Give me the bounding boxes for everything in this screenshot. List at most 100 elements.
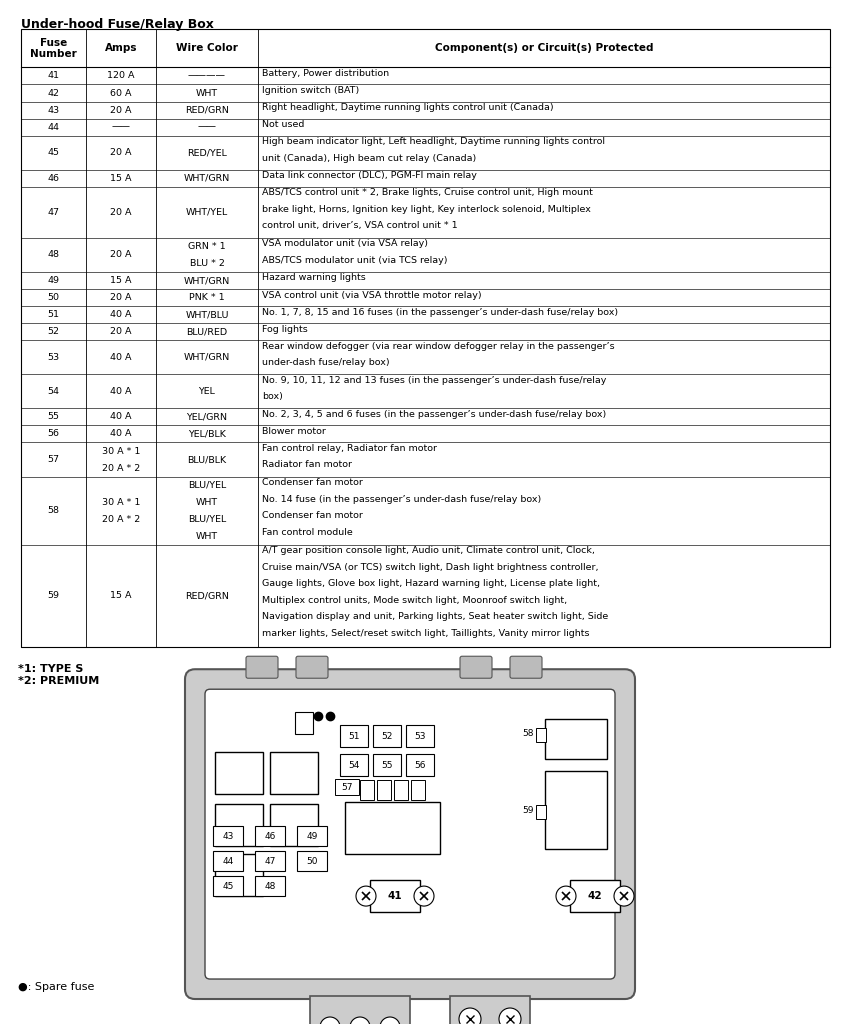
Text: 120 A: 120 A — [107, 72, 135, 81]
Text: 46: 46 — [265, 831, 276, 841]
Text: 43: 43 — [222, 831, 234, 841]
Bar — [370, 880, 420, 912]
Text: 58: 58 — [523, 729, 534, 737]
Bar — [213, 877, 243, 896]
Bar — [570, 880, 620, 912]
Text: 49: 49 — [48, 276, 60, 285]
Text: Fog lights: Fog lights — [262, 325, 308, 334]
Text: Right headlight, Daytime running lights control unit (Canada): Right headlight, Daytime running lights … — [262, 103, 554, 112]
Text: 30 A * 1: 30 A * 1 — [102, 498, 140, 507]
Text: Cruise main/VSA (or TCS) switch light, Dash light brightness controller,: Cruise main/VSA (or TCS) switch light, D… — [262, 563, 598, 571]
Text: *2: PREMIUM: *2: PREMIUM — [18, 676, 100, 686]
Bar — [255, 826, 285, 846]
Text: BLU/RED: BLU/RED — [186, 328, 227, 336]
Circle shape — [356, 886, 376, 906]
Circle shape — [556, 886, 576, 906]
Bar — [377, 780, 391, 800]
Text: ——: —— — [197, 123, 216, 132]
Bar — [340, 725, 368, 748]
Text: 45: 45 — [48, 148, 60, 158]
Bar — [373, 725, 401, 748]
Text: ABS/TCS control unit * 2, Brake lights, Cruise control unit, High mount: ABS/TCS control unit * 2, Brake lights, … — [262, 188, 593, 198]
Text: 40 A: 40 A — [111, 387, 132, 396]
FancyBboxPatch shape — [460, 656, 492, 678]
Bar — [345, 802, 440, 854]
FancyBboxPatch shape — [296, 656, 328, 678]
Bar — [215, 854, 263, 896]
Text: 54: 54 — [48, 387, 60, 396]
Text: Component(s) or Circuit(s) Protected: Component(s) or Circuit(s) Protected — [435, 43, 654, 53]
Text: 54: 54 — [348, 761, 360, 770]
FancyBboxPatch shape — [185, 670, 635, 999]
Text: brake light, Horns, Ignition key light, Key interlock solenoid, Multiplex: brake light, Horns, Ignition key light, … — [262, 205, 591, 214]
Text: WHT/BLU: WHT/BLU — [186, 310, 229, 319]
Bar — [270, 804, 318, 846]
Text: VSA control unit (via VSA throttle motor relay): VSA control unit (via VSA throttle motor… — [262, 291, 482, 300]
Text: 60 A: 60 A — [111, 88, 132, 97]
Text: Condenser fan motor: Condenser fan motor — [262, 478, 363, 487]
Text: ————: ———— — [188, 72, 226, 81]
Text: WHT/GRN: WHT/GRN — [184, 352, 230, 361]
Text: 15 A: 15 A — [111, 174, 132, 182]
Text: WHT/GRN: WHT/GRN — [184, 276, 230, 285]
Bar — [297, 826, 327, 846]
Text: 45: 45 — [222, 882, 234, 891]
Text: 56: 56 — [414, 761, 426, 770]
Text: Battery, Power distribution: Battery, Power distribution — [262, 69, 389, 78]
Text: WHT/GRN: WHT/GRN — [184, 174, 230, 182]
Text: Data link connector (DLC), PGM-FI main relay: Data link connector (DLC), PGM-FI main r… — [262, 171, 477, 180]
Text: 41: 41 — [48, 72, 60, 81]
Text: Gauge lights, Glove box light, Hazard warning light, License plate light,: Gauge lights, Glove box light, Hazard wa… — [262, 580, 600, 589]
Circle shape — [459, 1008, 481, 1024]
Text: 42: 42 — [588, 891, 603, 901]
Text: YEL/GRN: YEL/GRN — [186, 413, 227, 422]
Bar — [406, 754, 434, 776]
Text: BLU/YEL: BLU/YEL — [188, 480, 226, 489]
Text: 58: 58 — [48, 506, 60, 515]
Text: No. 2, 3, 4, 5 and 6 fuses (in the passenger’s under-dash fuse/relay box): No. 2, 3, 4, 5 and 6 fuses (in the passe… — [262, 410, 607, 419]
Text: Amps: Amps — [105, 43, 137, 53]
Text: 30 A * 1: 30 A * 1 — [102, 446, 140, 456]
Bar — [411, 780, 425, 800]
Bar — [373, 754, 401, 776]
Circle shape — [499, 1008, 521, 1024]
Bar — [213, 851, 243, 871]
Text: 20 A: 20 A — [111, 293, 132, 302]
Text: 55: 55 — [48, 413, 60, 422]
Text: 52: 52 — [48, 328, 60, 336]
Text: Condenser fan motor: Condenser fan motor — [262, 511, 363, 520]
Text: ABS/TCS modulator unit (via TCS relay): ABS/TCS modulator unit (via TCS relay) — [262, 256, 448, 265]
FancyBboxPatch shape — [246, 656, 278, 678]
Circle shape — [614, 886, 634, 906]
Bar — [545, 771, 607, 849]
Text: BLU/YEL: BLU/YEL — [188, 515, 226, 523]
Text: Rear window defogger (via rear window defogger relay in the passenger’s: Rear window defogger (via rear window de… — [262, 342, 614, 350]
Text: 47: 47 — [48, 208, 60, 217]
Text: 44: 44 — [222, 857, 234, 865]
Text: marker lights, Select/reset switch light, Taillights, Vanity mirror lights: marker lights, Select/reset switch light… — [262, 629, 590, 638]
Text: 40 A: 40 A — [111, 413, 132, 422]
Text: Under-hood Fuse/Relay Box: Under-hood Fuse/Relay Box — [21, 18, 214, 32]
Text: High beam indicator light, Left headlight, Daytime running lights control: High beam indicator light, Left headligh… — [262, 137, 605, 146]
Text: WHT: WHT — [196, 498, 218, 507]
Text: Radiator fan motor: Radiator fan motor — [262, 461, 352, 469]
Text: No. 9, 10, 11, 12 and 13 fuses (in the passenger’s under-dash fuse/relay: No. 9, 10, 11, 12 and 13 fuses (in the p… — [262, 376, 607, 385]
FancyBboxPatch shape — [335, 779, 359, 796]
Text: 48: 48 — [48, 251, 60, 259]
Text: box): box) — [262, 392, 283, 401]
Text: Blower motor: Blower motor — [262, 427, 326, 436]
Text: WHT: WHT — [196, 88, 218, 97]
Text: 41: 41 — [388, 891, 403, 901]
Text: Navigation display and unit, Parking lights, Seat heater switch light, Side: Navigation display and unit, Parking lig… — [262, 612, 608, 622]
Text: 50: 50 — [306, 857, 317, 865]
Bar — [360, 780, 374, 800]
Bar — [215, 753, 263, 795]
Text: under-dash fuse/relay box): under-dash fuse/relay box) — [262, 358, 390, 368]
Text: Not used: Not used — [262, 120, 305, 129]
FancyBboxPatch shape — [510, 656, 542, 678]
Text: RED/YEL: RED/YEL — [187, 148, 227, 158]
Text: 48: 48 — [265, 882, 276, 891]
Bar — [450, 996, 530, 1024]
Text: 47: 47 — [265, 857, 276, 865]
Circle shape — [320, 1017, 340, 1024]
